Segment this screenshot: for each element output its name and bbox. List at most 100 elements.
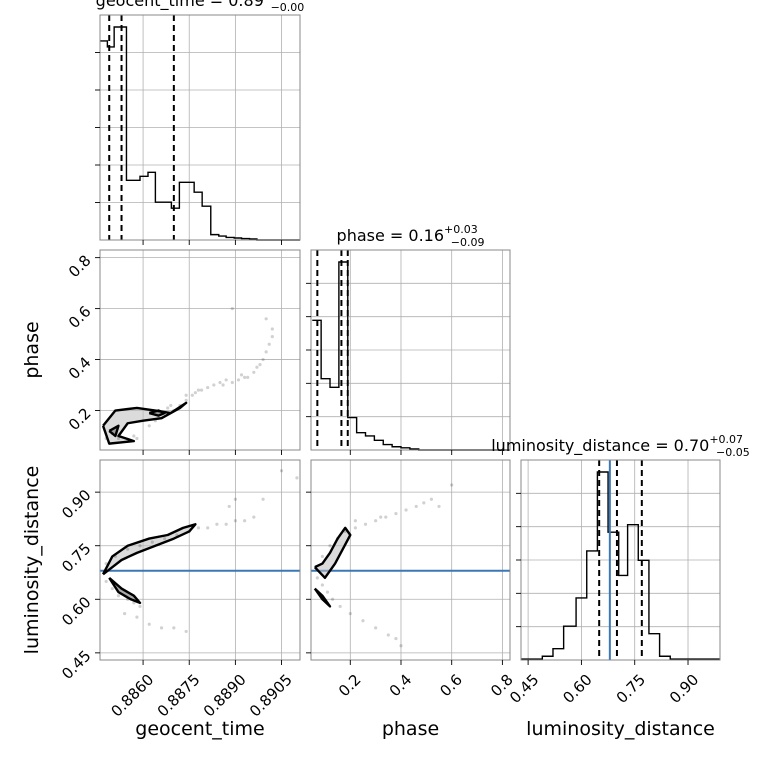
- scatter-point: [230, 380, 234, 385]
- scatter-point: [184, 393, 188, 397]
- scatter-point: [270, 327, 274, 331]
- contour-line: [313, 526, 352, 580]
- x-tick-label-phase: 0.6: [436, 671, 466, 701]
- scatter-point: [116, 594, 121, 598]
- scatter-point: [338, 604, 342, 609]
- grid-luminosity_distance-phase: [311, 460, 510, 660]
- scatter-point: [224, 378, 228, 382]
- x-axis-label-luminosity_distance: luminosity_distance: [526, 718, 715, 740]
- scatter-point: [295, 476, 299, 480]
- x-axis-label-phase: phase: [382, 718, 439, 740]
- histogram-phase: [312, 261, 510, 451]
- panel-luminosity_distance_vs_geocent_time: [102, 469, 299, 634]
- x-tick-label-geocent_time: 0.8890: [200, 671, 250, 721]
- y-tick-label-phase: 0.2: [65, 404, 95, 434]
- scatter-point: [135, 615, 139, 619]
- scatter-point: [206, 526, 210, 530]
- scatter-point: [404, 508, 408, 512]
- scatter-point: [348, 611, 352, 616]
- scatter-point: [239, 373, 244, 377]
- scatter-point: [437, 504, 441, 509]
- scatter-point: [206, 385, 210, 390]
- y-tick-label-luminosity_distance: 0.75: [58, 540, 94, 576]
- scatter-point: [218, 380, 222, 385]
- grid-layer: [100, 15, 720, 660]
- scatter-point: [320, 583, 325, 587]
- density-fill: [314, 527, 351, 578]
- scatter-point: [394, 511, 398, 516]
- grid-phase-phase: [311, 250, 510, 450]
- y-axis-label-phase: phase: [21, 321, 43, 378]
- plot-layer: [100, 15, 720, 660]
- y-tick-label-phase: 0.4: [65, 353, 95, 383]
- scatter-point: [196, 388, 201, 392]
- contour-line: [108, 424, 120, 438]
- scatter-point: [123, 611, 127, 616]
- scatter-point: [325, 590, 330, 594]
- scatter-point: [320, 554, 325, 559]
- scatter-point: [374, 626, 378, 630]
- scatter-point: [429, 497, 434, 501]
- scatter-point: [252, 370, 256, 374]
- grid-luminosity_distance-luminosity_distance: [521, 460, 720, 660]
- scatter-point: [104, 579, 108, 584]
- title-sub-luminosity_distance: −0.05: [716, 446, 750, 459]
- panel-frame-luminosity_distance-phase: [310, 459, 511, 661]
- x-tick-label-luminosity_distance: 0.90: [666, 671, 702, 707]
- scatter-point: [230, 306, 234, 311]
- x-tick-label-phase: 0.4: [386, 671, 416, 701]
- scatter-point: [374, 519, 378, 523]
- scatter-point: [264, 317, 268, 321]
- scatter-point: [147, 622, 151, 626]
- y-tick-label-luminosity_distance: 0.45: [58, 647, 94, 683]
- scatter-point: [328, 544, 332, 548]
- panel-frame-phase-geocent_time: [99, 249, 301, 451]
- scatter-point: [150, 540, 154, 544]
- scatter-point: [233, 519, 237, 523]
- scatter-point: [414, 504, 418, 509]
- contour-line: [313, 587, 332, 608]
- scatter-point: [196, 526, 201, 530]
- y-tick-label-phase: 0.8: [65, 251, 95, 281]
- histogram-geocent_time: [100, 26, 300, 241]
- scatter-point: [394, 636, 398, 641]
- scatter-point: [199, 388, 204, 392]
- scatter-point: [236, 378, 241, 382]
- scatter-point: [184, 398, 188, 402]
- histogram-luminosity_distance: [521, 471, 720, 660]
- scatter-point: [246, 375, 250, 379]
- scatter-point: [384, 515, 388, 519]
- panel-frame-luminosity_distance-geocent_time: [99, 459, 301, 661]
- x-tick-label-luminosity_distance: 0.75: [613, 671, 649, 707]
- scatter-point: [172, 626, 176, 630]
- scatter-point: [353, 526, 357, 530]
- title-sub-phase: −0.09: [451, 236, 485, 249]
- scatter-point: [126, 547, 130, 551]
- grid-geocent_time-geocent_time: [100, 15, 300, 240]
- scatter-point: [243, 375, 247, 379]
- scatter-point: [138, 544, 142, 548]
- scatter-point: [233, 497, 237, 501]
- scatter-point: [169, 403, 173, 408]
- x-axis-label-geocent_time: geocent_time: [135, 718, 264, 740]
- title-geocent_time: geocent_time = 0.89+0.00−0.00: [96, 0, 305, 14]
- scatter-point: [267, 342, 271, 346]
- scatter-point: [138, 604, 142, 609]
- scatter-point: [166, 406, 170, 410]
- x-tick-label-geocent_time: 0.8905: [246, 671, 296, 721]
- scatter-point: [330, 597, 335, 601]
- title-main-phase: phase = 0.16: [337, 226, 444, 245]
- x-tick-label-luminosity_distance: 0.45: [506, 671, 542, 707]
- scatter-point: [132, 434, 136, 438]
- scatter-point: [450, 483, 454, 487]
- scatter-point: [261, 357, 265, 362]
- scatter-point: [361, 619, 365, 623]
- x-tick-label-geocent_time: 0.8875: [154, 671, 204, 721]
- title-sup-phase: +0.03: [444, 223, 478, 236]
- title-main-geocent_time: geocent_time = 0.89: [96, 0, 264, 11]
- scatter-point: [264, 350, 268, 354]
- y-axis-label-luminosity_distance: luminosity_distance: [21, 466, 43, 655]
- panel-phase_vs_geocent_time: [101, 306, 274, 445]
- scatter-point: [227, 504, 231, 509]
